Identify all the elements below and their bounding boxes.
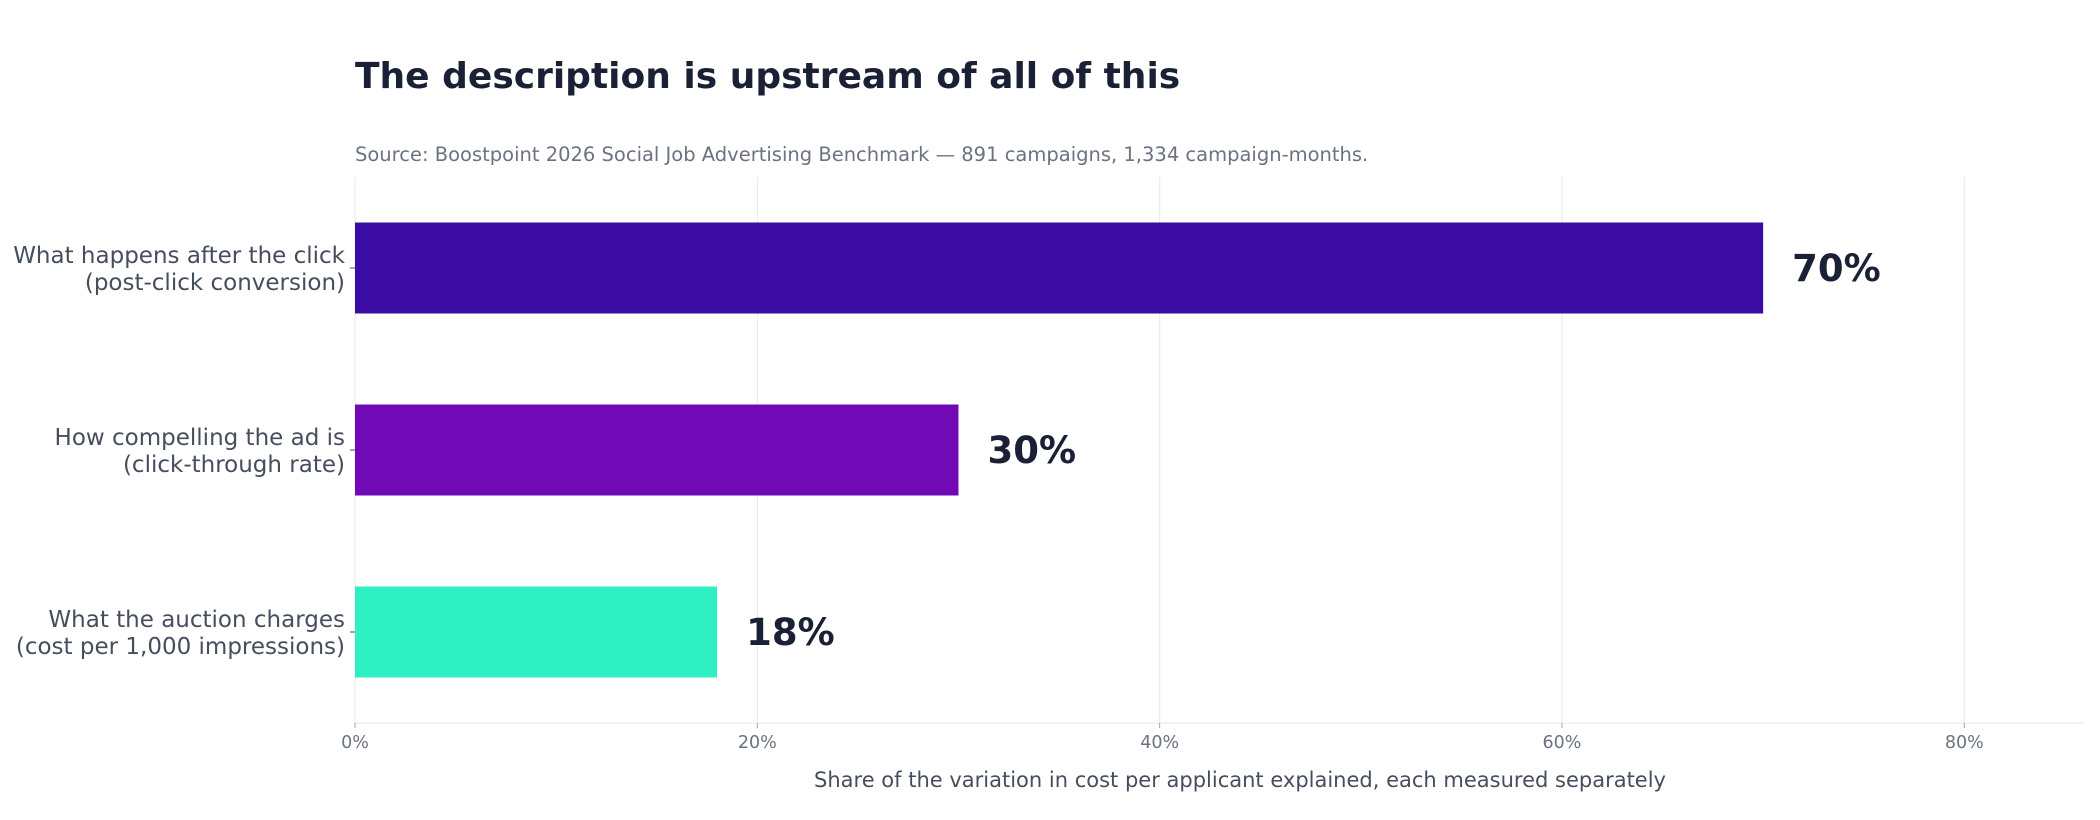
x-tick-label: 60% [1543, 733, 1582, 753]
bar [355, 586, 718, 678]
chart-subtitle: Source: Boostpoint 2026 Social Job Adver… [355, 143, 1369, 166]
data-label: 70% [1792, 247, 1881, 290]
bar [355, 404, 959, 496]
x-tick-label: 80% [1945, 733, 1984, 753]
category-label: What the auction charges (cost per 1,000 … [16, 607, 345, 660]
x-axis-label: Share of the variation in cost per appli… [814, 768, 1666, 792]
category-label: What happens after the click (post-click … [13, 243, 345, 296]
data-label: 30% [987, 429, 1076, 472]
x-tick-label: 40% [1140, 733, 1179, 753]
bar [355, 222, 1764, 314]
x-tick-label: 0% [341, 733, 369, 753]
x-tick-label: 20% [738, 733, 777, 753]
category-label: How compelling the ad is (click-through r… [55, 425, 345, 478]
data-label: 18% [746, 611, 835, 654]
chart-title: The description is upstream of all of th… [355, 56, 1181, 97]
